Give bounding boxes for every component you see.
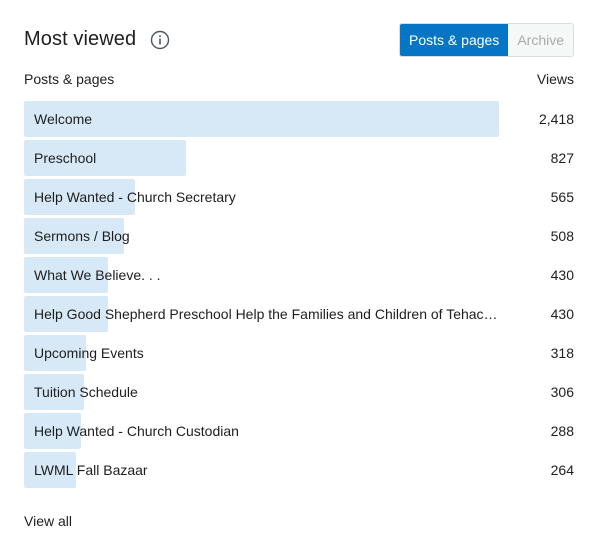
most-viewed-list: Welcome 2,418 Preschool 827 Help Wanted - Ch… [24, 101, 574, 491]
info-icon[interactable] [150, 30, 170, 50]
panel-header: Most viewed Posts & pages Archive [24, 22, 574, 58]
list-item[interactable]: LWML Fall Bazaar 264 [24, 452, 574, 488]
list-item[interactable]: Welcome 2,418 [24, 101, 574, 137]
views-bar [24, 140, 186, 176]
list-item-views: 827 [550, 150, 574, 166]
list-item-title[interactable]: LWML Fall Bazaar [34, 462, 148, 478]
list-item-title[interactable]: Tuition Schedule [34, 384, 138, 400]
list-item[interactable]: Help Wanted - Church Secretary 565 [24, 179, 574, 215]
views-bar [24, 179, 135, 215]
views-bar [24, 218, 124, 254]
list-item-title[interactable]: Sermons / Blog [34, 228, 130, 244]
list-item[interactable]: Help Wanted - Church Custodian 288 [24, 413, 574, 449]
toggle-archive[interactable]: Archive [508, 24, 573, 56]
view-all-link[interactable]: View all [24, 513, 72, 529]
list-item-views: 430 [550, 267, 574, 283]
list-item-views: 430 [550, 306, 574, 322]
list-item-title[interactable]: Help Wanted - Church Custodian [34, 423, 239, 439]
column-header-views: Views [536, 71, 574, 87]
list-item-views: 318 [550, 345, 574, 361]
list-item-views: 306 [550, 384, 574, 400]
views-bar [24, 374, 84, 410]
list-item[interactable]: What We Believe. . . 430 [24, 257, 574, 293]
views-bar [24, 335, 86, 371]
list-item-views: 2,418 [538, 111, 574, 127]
views-bar [24, 296, 108, 332]
list-item[interactable]: Preschool 827 [24, 140, 574, 176]
views-bar [24, 257, 108, 293]
list-item-title[interactable]: Help Wanted - Church Secretary [34, 189, 236, 205]
column-header-posts: Posts & pages [24, 71, 115, 87]
toggle-posts-pages[interactable]: Posts & pages [400, 24, 509, 56]
list-item[interactable]: Tuition Schedule 306 [24, 374, 574, 410]
views-bar [24, 101, 499, 137]
list-item-title[interactable]: Welcome [34, 111, 93, 127]
list-item-title[interactable]: What We Believe. . . [34, 267, 161, 283]
panel-title: Most viewed [24, 28, 137, 50]
list-item-title[interactable]: Upcoming Events [34, 345, 144, 361]
list-item-title[interactable]: Help Good Shepherd Preschool Help the Fa… [34, 306, 498, 322]
list-item-title[interactable]: Preschool [34, 150, 97, 166]
list-item-views: 288 [550, 423, 574, 439]
list-item[interactable]: Help Good Shepherd Preschool Help the Fa… [24, 296, 574, 332]
list-item-views: 508 [550, 228, 574, 244]
views-bar [24, 413, 81, 449]
list-item[interactable]: Sermons / Blog 508 [24, 218, 574, 254]
list-item-views: 565 [550, 189, 574, 205]
list-item[interactable]: Upcoming Events 318 [24, 335, 574, 371]
views-bar [24, 452, 76, 488]
view-toggle: Posts & pages Archive [399, 23, 574, 57]
list-item-views: 264 [550, 462, 574, 478]
